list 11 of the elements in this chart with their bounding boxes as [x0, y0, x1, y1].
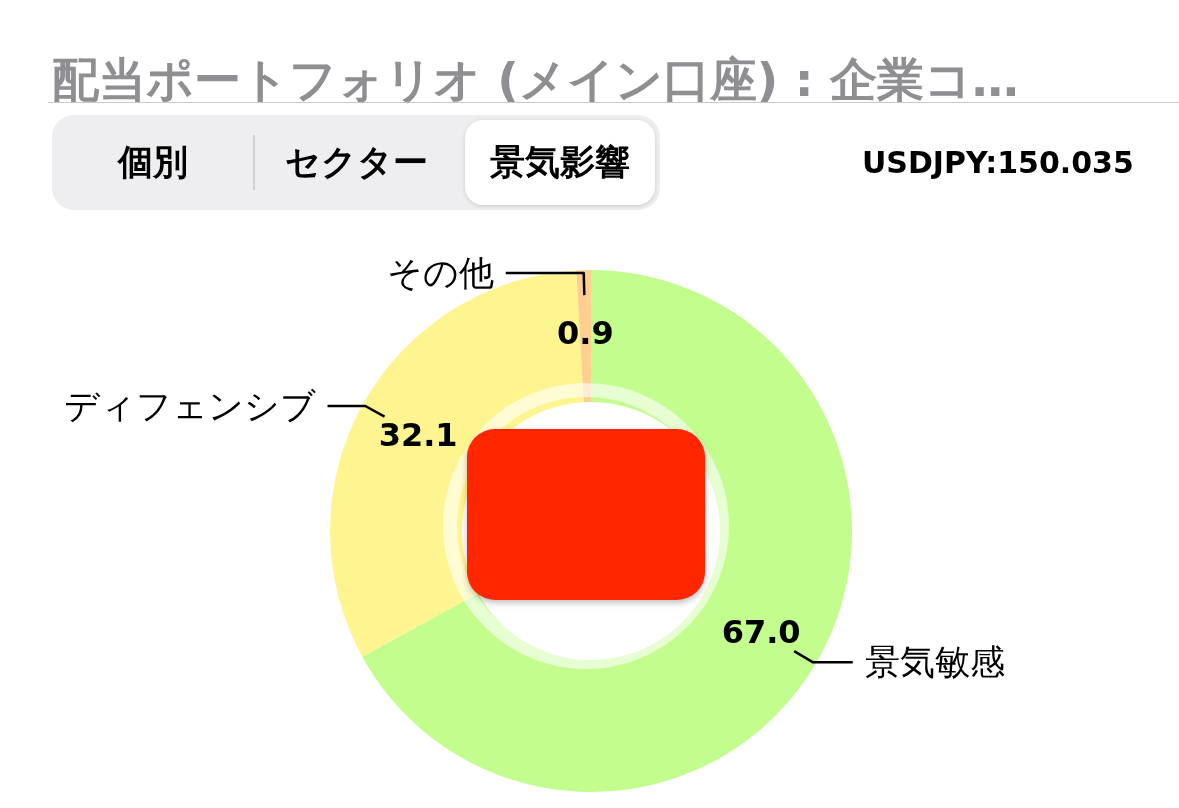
- tab-button[interactable]: 個別: [52, 120, 253, 205]
- chart-title: 配当ポートフォリオ (メイン口座) : 企業コ…: [52, 51, 1019, 109]
- slice-label: 景気敏感: [864, 642, 1005, 683]
- slice-label: ディフェンシブ: [63, 386, 316, 426]
- data-label: 0.9: [557, 314, 614, 353]
- data-label: 32.1: [378, 416, 458, 455]
- slice-label: その他: [386, 253, 494, 294]
- tab-button[interactable]: セクター: [253, 120, 460, 205]
- text: USDJPY:150.035: [862, 144, 1134, 182]
- tab-button[interactable]: 景気影響: [465, 120, 655, 205]
- data-label: 67.0: [721, 612, 801, 651]
